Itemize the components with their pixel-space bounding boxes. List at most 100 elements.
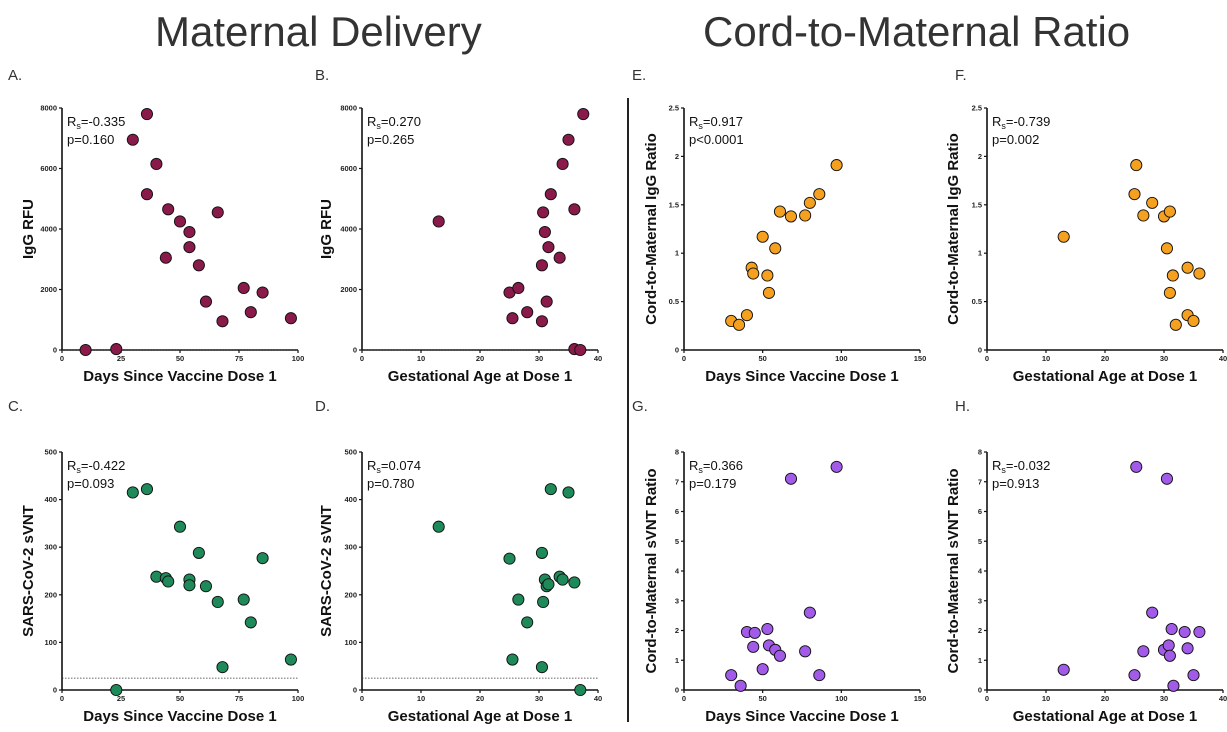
data-point-b: [540, 295, 553, 308]
data-point-d: [568, 576, 581, 589]
spearman-r-d: Rs=0.074: [367, 458, 421, 475]
data-point-e: [733, 318, 746, 331]
data-point-h: [1057, 663, 1070, 676]
y-tick-label-g: 3: [675, 596, 679, 605]
data-point-h: [1181, 642, 1194, 655]
x-tick-label-a: 50: [176, 354, 184, 363]
x-tick-label-b: 40: [594, 354, 602, 363]
y-tick-label-a: 4000: [40, 225, 57, 234]
x-axis-title-d: Gestational Age at Dose 1: [388, 708, 573, 725]
data-point-a: [79, 343, 92, 357]
spearman-r-c: Rs=-0.422: [67, 458, 125, 475]
data-point-g: [799, 645, 812, 658]
data-point-a: [183, 241, 196, 254]
spearman-r-subscript-d: s: [376, 465, 381, 475]
data-point-c: [256, 552, 269, 565]
y-axis-title-g: Cord-to-Maternal sVNT Ratio: [643, 468, 660, 673]
data-point-e: [830, 159, 843, 172]
data-point-h: [1146, 606, 1159, 619]
data-point-f: [1163, 286, 1176, 299]
data-point-b: [577, 108, 590, 121]
data-point-b: [553, 251, 566, 264]
data-point-b: [556, 157, 569, 171]
y-tick-label-g: 4: [675, 567, 680, 576]
y-tick-label-h: 7: [978, 477, 982, 486]
y-tick-label-f: 2.5: [972, 104, 982, 113]
data-point-d: [574, 683, 587, 697]
x-tick-label-c: 100: [292, 694, 305, 703]
spearman-r-value-h: =-0.032: [1006, 458, 1050, 473]
data-point-e: [769, 242, 782, 255]
x-tick-label-d: 40: [594, 694, 602, 703]
data-point-d: [521, 616, 534, 629]
spearman-r-value-a: =-0.335: [81, 114, 125, 129]
p-value-g: p=0.179: [689, 476, 736, 491]
data-point-a: [192, 259, 205, 272]
data-point-b: [535, 259, 549, 272]
data-point-c: [284, 653, 297, 666]
y-tick-label-h: 3: [978, 596, 982, 605]
p-value-f: p=0.002: [992, 132, 1039, 147]
y-tick-label-e: 0.5: [669, 297, 679, 306]
data-point-f: [1187, 314, 1200, 328]
spearman-r-g: Rs=0.366: [689, 458, 743, 475]
panel-letter-d: D.: [315, 398, 330, 415]
y-tick-label-h: 8: [978, 448, 982, 457]
data-point-h: [1193, 625, 1206, 639]
x-tick-label-d: 30: [535, 694, 543, 703]
x-tick-label-g: 150: [914, 694, 927, 703]
y-tick-label-g: 2: [675, 626, 679, 635]
data-point-d: [506, 653, 519, 666]
data-point-a: [150, 157, 163, 171]
x-axis-title-a: Days Since Vaccine Dose 1: [83, 368, 276, 385]
section-title-maternal-delivery: Maternal Delivery: [155, 8, 482, 55]
y-tick-label-g: 6: [675, 507, 679, 516]
y-axis-title-f: Cord-to-Maternal IgG Ratio: [945, 133, 962, 325]
data-point-c: [211, 595, 224, 608]
data-point-f: [1137, 209, 1150, 222]
x-tick-label-h: 10: [1042, 694, 1050, 703]
data-point-a: [237, 281, 250, 295]
spearman-r-subscript-b: s: [376, 121, 381, 131]
y-tick-label-d: 100: [344, 638, 357, 647]
data-point-d: [556, 573, 569, 586]
x-tick-label-a: 0: [60, 354, 64, 363]
data-point-c: [110, 683, 123, 697]
data-point-b: [535, 315, 549, 328]
data-point-a: [173, 215, 187, 228]
x-tick-label-b: 10: [417, 354, 425, 363]
spearman-r-symbol-f: R: [992, 114, 1001, 129]
x-axis-title-g: Days Since Vaccine Dose 1: [705, 708, 898, 725]
y-tick-label-b: 8000: [340, 104, 357, 113]
data-point-a: [183, 225, 196, 239]
data-point-e: [813, 188, 826, 201]
x-tick-label-f: 30: [1160, 354, 1168, 363]
p-value-c: p=0.093: [67, 476, 114, 491]
x-tick-label-d: 0: [360, 694, 364, 703]
data-point-h: [1167, 679, 1180, 692]
spearman-r-b: Rs=0.270: [367, 114, 421, 131]
data-point-g: [756, 663, 769, 676]
y-tick-label-g: 5: [675, 537, 679, 546]
data-point-f: [1193, 267, 1206, 280]
spearman-r-value-d: =0.074: [381, 458, 421, 473]
section-divider: [627, 98, 629, 722]
data-point-h: [1187, 669, 1200, 682]
data-point-d: [537, 595, 550, 608]
y-tick-label-f: 2: [978, 152, 982, 161]
y-tick-label-c: 0: [53, 686, 57, 695]
panel-letter-b: B.: [315, 67, 329, 84]
y-tick-label-c: 300: [44, 543, 57, 552]
x-tick-label-d: 20: [476, 694, 484, 703]
x-axis-title-b: Gestational Age at Dose 1: [388, 368, 573, 385]
spearman-r-subscript-f: s: [1001, 121, 1006, 131]
data-point-f: [1057, 230, 1070, 243]
data-point-b: [574, 343, 587, 357]
y-axis-title-h: Cord-to-Maternal sVNT Ratio: [945, 468, 962, 673]
data-point-h: [1163, 649, 1176, 662]
data-point-a: [159, 251, 172, 264]
y-tick-label-c: 100: [44, 638, 57, 647]
data-point-a: [110, 343, 123, 356]
data-point-h: [1137, 645, 1150, 658]
x-tick-label-b: 30: [535, 354, 543, 363]
